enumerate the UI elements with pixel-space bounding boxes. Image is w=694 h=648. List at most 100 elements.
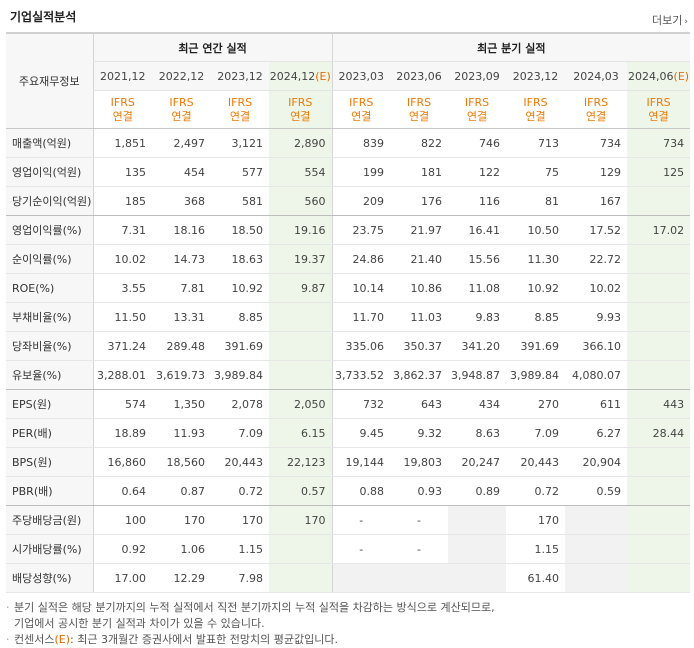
table-cell: 581 (211, 186, 269, 216)
table-cell: 434 (448, 389, 507, 419)
section-header: 기업실적분석 더보기 › (6, 0, 690, 30)
table-cell: 1,851 (92, 128, 152, 158)
table-cell: 10.02 (92, 244, 152, 274)
table-cell (627, 534, 691, 564)
row-label: PBR(배) (6, 476, 93, 506)
table-cell: 732 (331, 389, 391, 419)
table-cell (448, 534, 507, 564)
table-cell (331, 563, 391, 593)
table-cell (627, 331, 691, 361)
table-cell: 17.02 (627, 215, 691, 245)
period-header: 2024,06(E) (627, 61, 691, 91)
table-cell (269, 302, 333, 332)
corner-label: 주요재무정보 (6, 32, 93, 129)
table-cell: 18.50 (211, 215, 269, 245)
row-label: EPS(원) (6, 389, 93, 419)
table-cell (627, 273, 691, 303)
table-cell: 199 (331, 157, 391, 187)
table-cell: 746 (448, 128, 507, 158)
table-cell: 335.06 (331, 331, 391, 361)
table-cell (627, 447, 691, 477)
table-cell: 8.63 (448, 418, 507, 448)
table-cell: 24.86 (331, 244, 391, 274)
accounting-standard: IFRS 연결 (448, 90, 507, 129)
table-cell: 554 (269, 157, 333, 187)
table-cell: 122 (448, 157, 507, 187)
table-row: PER(배) 18.89 11.93 7.09 6.15 9.45 9.32 8.63 7.09… (6, 418, 691, 448)
table-cell: 0.57 (269, 476, 333, 506)
financial-table: 주요재무정보 최근 연간 실적 최근 분기 실적 2021,12 2022,12 2… (6, 32, 691, 593)
table-cell: 19,144 (331, 447, 391, 477)
table-cell: 371.24 (92, 331, 152, 361)
table-cell: 3,948.87 (448, 360, 507, 390)
table-cell: 577 (211, 157, 269, 187)
table-cell: 20,904 (565, 447, 628, 477)
group-quarterly: 최근 분기 실적 (331, 32, 691, 62)
table-cell: 3,288.01 (92, 360, 152, 390)
table-cell: 9.83 (448, 302, 507, 332)
table-cell: 1,350 (152, 389, 211, 419)
section-title: 기업실적분석 (10, 10, 77, 24)
accounting-standard: IFRS 연결 (92, 90, 152, 129)
note-2: 기업에서 공시한 분기 실적과 차이가 있을 수 있습니다. (14, 617, 265, 630)
table-cell: 7.81 (152, 273, 211, 303)
table-cell: 8.85 (506, 302, 566, 332)
table-cell: 368 (152, 186, 211, 216)
table-cell: 0.72 (506, 476, 566, 506)
accounting-standard: IFRS 연결 (211, 90, 269, 129)
accounting-standard: IFRS 연결 (565, 90, 628, 129)
table-cell: 7.31 (92, 215, 152, 245)
accounting-standard: IFRS 연결 (269, 90, 333, 129)
accounting-standard: IFRS 연결 (152, 90, 211, 129)
table-cell: 170 (506, 505, 566, 535)
table-cell: 560 (269, 186, 333, 216)
table-cell: 2,078 (211, 389, 269, 419)
table-cell: 20,443 (506, 447, 566, 477)
table-cell (565, 505, 628, 535)
period-header: 2023,09 (448, 61, 507, 91)
table-cell: 12.29 (152, 563, 211, 593)
table-row: 유보율(%) 3,288.01 3,619.73 3,989.84 3,733.52 3,… (6, 360, 691, 390)
table-cell: 18.16 (152, 215, 211, 245)
row-label: 부채비율(%) (6, 302, 93, 332)
table-cell (269, 534, 333, 564)
row-label: ROE(%) (6, 273, 93, 303)
table-cell: 4,080.07 (565, 360, 628, 390)
table-cell: 17.52 (565, 215, 628, 245)
table-cell (448, 563, 507, 593)
table-row: EPS(원) 574 1,350 2,078 2,050 732 643 434 270 611 4… (6, 389, 691, 419)
row-label: 순이익률(%) (6, 244, 93, 274)
table-cell: 170 (211, 505, 269, 535)
period-header: 2024,12(E) (269, 61, 333, 91)
table-cell: 10.92 (506, 273, 566, 303)
table-cell: 6.27 (565, 418, 628, 448)
table-cell: 289.48 (152, 331, 211, 361)
table-row: 시가배당률(%) 0.92 1.06 1.15- -1.15 (6, 534, 691, 564)
table-cell: 181 (390, 157, 449, 187)
table-cell (390, 563, 449, 593)
table-cell: 19,803 (390, 447, 449, 477)
table-cell: 100 (92, 505, 152, 535)
table-cell: 2,050 (269, 389, 333, 419)
table-row: ROE(%) 3.55 7.81 10.92 9.87 10.14 10.86 11.08 10… (6, 273, 691, 303)
more-link[interactable]: 더보기 › (652, 12, 688, 28)
table-cell: 209 (331, 186, 391, 216)
accounting-standard: IFRS 연결 (506, 90, 566, 129)
table-cell: 116 (448, 186, 507, 216)
table-cell: 3,733.52 (331, 360, 391, 390)
table-cell: 734 (627, 128, 691, 158)
table-cell (627, 302, 691, 332)
period-header: 2023,06 (390, 61, 449, 91)
table-cell: 270 (506, 389, 566, 419)
table-cell: 11.93 (152, 418, 211, 448)
table-cell: 15.56 (448, 244, 507, 274)
table-cell: 366.10 (565, 331, 628, 361)
row-label: 시가배당률(%) (6, 534, 93, 564)
table-cell: 734 (565, 128, 628, 158)
table-cell: 10.02 (565, 273, 628, 303)
table-cell: 21.97 (390, 215, 449, 245)
table-cell: 3,989.84 (211, 360, 269, 390)
table-cell: 1.15 (506, 534, 566, 564)
table-row: BPS(원) 16,860 18,560 20,443 22,123 19,144 19,8… (6, 447, 691, 477)
table-cell: 170 (152, 505, 211, 535)
